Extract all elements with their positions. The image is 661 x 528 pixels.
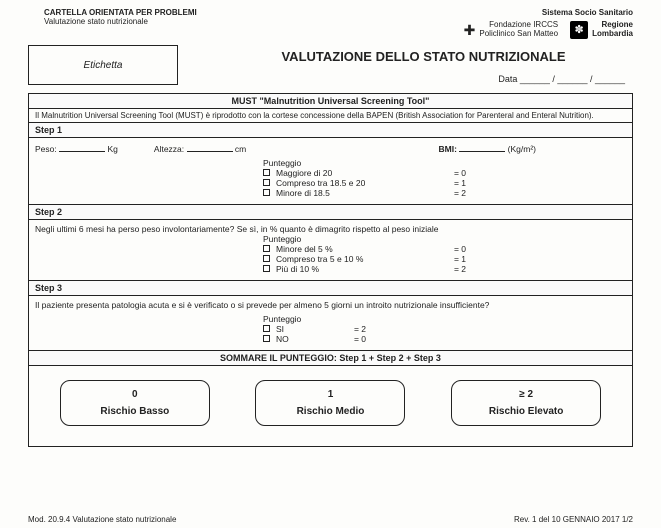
risk-box-high: ≥ 2 Rischio Elevato xyxy=(451,380,601,426)
step2-body: Negli ultimi 6 mesi ha perso peso involo… xyxy=(29,220,632,280)
s2-opt1-val: = 0 xyxy=(438,244,466,254)
step2-score: Punteggio Minore del 5 % = 0 Compreso tra… xyxy=(35,234,626,274)
checkbox-icon[interactable] xyxy=(263,265,270,272)
etichetta-box: Etichetta xyxy=(28,45,178,85)
header-left: CARTELLA ORIENTATA PER PROBLEMI Valutazi… xyxy=(28,8,197,26)
header-right: Sistema Socio Sanitario ✚ Fondazione IRC… xyxy=(464,8,633,39)
step3-body: Il paziente presenta patologia acuta e s… xyxy=(29,296,632,350)
must-header: MUST "Malnutrition Universal Screening T… xyxy=(29,94,632,109)
regione-text: Regione Lombardia xyxy=(592,21,633,39)
s2-opt2-val: = 1 xyxy=(438,254,466,264)
footer-left: Mod. 20.9.4 Valutazione stato nutriziona… xyxy=(28,515,176,524)
header-left-line2: Valutazione stato nutrizionale xyxy=(44,17,197,26)
s1-opt3: Minore di 18.5 = 2 xyxy=(263,188,626,198)
punteggio-label-1: Punteggio xyxy=(263,158,626,168)
risk-high-label: Rischio Elevato xyxy=(489,406,563,417)
step1-score: Punteggio Maggiore di 20 = 0 Compreso tra… xyxy=(35,158,626,198)
checkbox-icon[interactable] xyxy=(263,245,270,252)
punteggio-label-2: Punteggio xyxy=(263,234,626,244)
checkbox-icon[interactable] xyxy=(263,255,270,262)
s2-opt1: Minore del 5 % = 0 xyxy=(263,244,626,254)
step3-question: Il paziente presenta patologia acuta e s… xyxy=(35,300,626,310)
s1-opt2: Compreso tra 18.5 e 20 = 1 xyxy=(263,178,626,188)
s1-opt2-text: Compreso tra 18.5 e 20 xyxy=(276,178,365,188)
step2-question: Negli ultimi 6 mesi ha perso peso involo… xyxy=(35,224,626,234)
risk-box-med: 1 Rischio Medio xyxy=(255,380,405,426)
step3-score: Punteggio SI = 2 NO = 0 xyxy=(35,314,626,344)
s1-opt1-val: = 0 xyxy=(438,168,466,178)
title-area: VALUTAZIONE DELLO STATO NUTRIZIONALE Dat… xyxy=(214,45,633,84)
s2-opt2: Compreso tra 5 e 10 % = 1 xyxy=(263,254,626,264)
sss-label: Sistema Socio Sanitario xyxy=(464,8,633,17)
sum-header: SOMMARE IL PUNTEGGIO: Step 1 + Step 2 + … xyxy=(29,350,632,366)
risk-med-val: 1 xyxy=(260,389,400,400)
s3-opt1-val: = 2 xyxy=(338,324,366,334)
regione-logo: ✽ Regione Lombardia xyxy=(570,21,633,39)
s2-opt3-text: Più di 10 % xyxy=(276,264,319,274)
s2-opt1-text: Minore del 5 % xyxy=(276,244,333,254)
must-desc: Il Malnutrition Universal Screening Tool… xyxy=(29,109,632,123)
fondazione-text: Fondazione IRCCS Policlinico San Matteo xyxy=(479,21,558,39)
footer-right: Rev. 1 del 10 GENNAIO 2017 1/2 xyxy=(514,515,633,524)
step1-body: Peso: Kg Altezza: cm BMI: (Kg/m²) Punteg… xyxy=(29,138,632,204)
s1-opt1: Maggiore di 20 = 0 xyxy=(263,168,626,178)
bmi-unit: (Kg/m²) xyxy=(508,144,536,154)
peso-label: Peso: xyxy=(35,144,57,154)
step3-header: Step 3 xyxy=(29,280,632,296)
risk-med-label: Rischio Medio xyxy=(297,406,365,417)
risk-low-val: 0 xyxy=(65,389,205,400)
s3-opt2-text: NO xyxy=(276,334,289,344)
kg-label: Kg xyxy=(108,144,118,154)
step1-header: Step 1 xyxy=(29,123,632,138)
risk-row: 0 Rischio Basso 1 Rischio Medio ≥ 2 Rischio… xyxy=(29,366,632,446)
s2-opt3: Più di 10 % = 2 xyxy=(263,264,626,274)
fondazione-logo: ✚ Fondazione IRCCS Policlinico San Matte… xyxy=(464,21,558,39)
s2-opt2-text: Compreso tra 5 e 10 % xyxy=(276,254,363,264)
peso-row: Peso: Kg xyxy=(35,142,118,154)
bmi-row: BMI: (Kg/m²) xyxy=(438,142,626,154)
bmi-blank[interactable] xyxy=(459,142,505,152)
etichetta-row: Etichetta VALUTAZIONE DELLO STATO NUTRIZ… xyxy=(28,45,633,85)
form-box: MUST "Malnutrition Universal Screening T… xyxy=(28,93,633,447)
s3-opt1-text: SI xyxy=(276,324,284,334)
s1-opt3-val: = 2 xyxy=(438,188,466,198)
s3-opt2-val: = 0 xyxy=(338,334,366,344)
checkbox-icon[interactable] xyxy=(263,189,270,196)
step1-measures: Peso: Kg Altezza: cm BMI: (Kg/m²) xyxy=(35,142,626,154)
regione-line2: Lombardia xyxy=(592,30,633,39)
s3-opt2: NO = 0 xyxy=(263,334,626,344)
logos-row: ✚ Fondazione IRCCS Policlinico San Matte… xyxy=(464,21,633,39)
risk-high-val: ≥ 2 xyxy=(456,389,596,400)
bmi-label: BMI: xyxy=(438,144,456,154)
risk-box-low: 0 Rischio Basso xyxy=(60,380,210,426)
cm-label: cm xyxy=(235,144,246,154)
header-row: CARTELLA ORIENTATA PER PROBLEMI Valutazi… xyxy=(28,8,633,39)
cross-icon: ✚ xyxy=(464,23,476,37)
peso-blank[interactable] xyxy=(59,142,105,152)
main-title: VALUTAZIONE DELLO STATO NUTRIZIONALE xyxy=(214,49,633,64)
punteggio-label-3: Punteggio xyxy=(263,314,626,324)
risk-low-label: Rischio Basso xyxy=(100,406,169,417)
s2-opt3-val: = 2 xyxy=(438,264,466,274)
s1-opt1-text: Maggiore di 20 xyxy=(276,168,332,178)
altezza-blank[interactable] xyxy=(187,142,233,152)
checkbox-icon[interactable] xyxy=(263,169,270,176)
s1-opt3-text: Minore di 18.5 xyxy=(276,188,330,198)
data-line: Data ______ / ______ / ______ xyxy=(214,74,633,84)
flower-icon: ✽ xyxy=(570,21,588,39)
altezza-label: Altezza: xyxy=(154,144,184,154)
checkbox-icon[interactable] xyxy=(263,325,270,332)
footer: Mod. 20.9.4 Valutazione stato nutriziona… xyxy=(28,515,633,524)
checkbox-icon[interactable] xyxy=(263,335,270,342)
step2-header: Step 2 xyxy=(29,204,632,220)
s3-opt1: SI = 2 xyxy=(263,324,626,334)
header-left-line1: CARTELLA ORIENTATA PER PROBLEMI xyxy=(44,8,197,17)
fondazione-line2: Policlinico San Matteo xyxy=(479,30,558,39)
checkbox-icon[interactable] xyxy=(263,179,270,186)
altezza-row: Altezza: cm xyxy=(154,142,246,154)
s1-opt2-val: = 1 xyxy=(438,178,466,188)
